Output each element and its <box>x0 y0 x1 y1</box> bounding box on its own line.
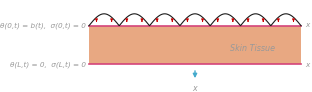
Text: x = 0: x = 0 <box>305 22 312 28</box>
Text: θ(L,t) = 0,  σ(L,t) = 0: θ(L,t) = 0, σ(L,t) = 0 <box>10 62 86 68</box>
Text: Skin Tissue: Skin Tissue <box>230 44 275 53</box>
Text: x = L: x = L <box>305 62 312 68</box>
Text: x: x <box>193 84 197 92</box>
Bar <box>89 26 301 64</box>
Text: θ(0,t) = b(t),  σ(0,t) = 0: θ(0,t) = b(t), σ(0,t) = 0 <box>0 22 86 29</box>
